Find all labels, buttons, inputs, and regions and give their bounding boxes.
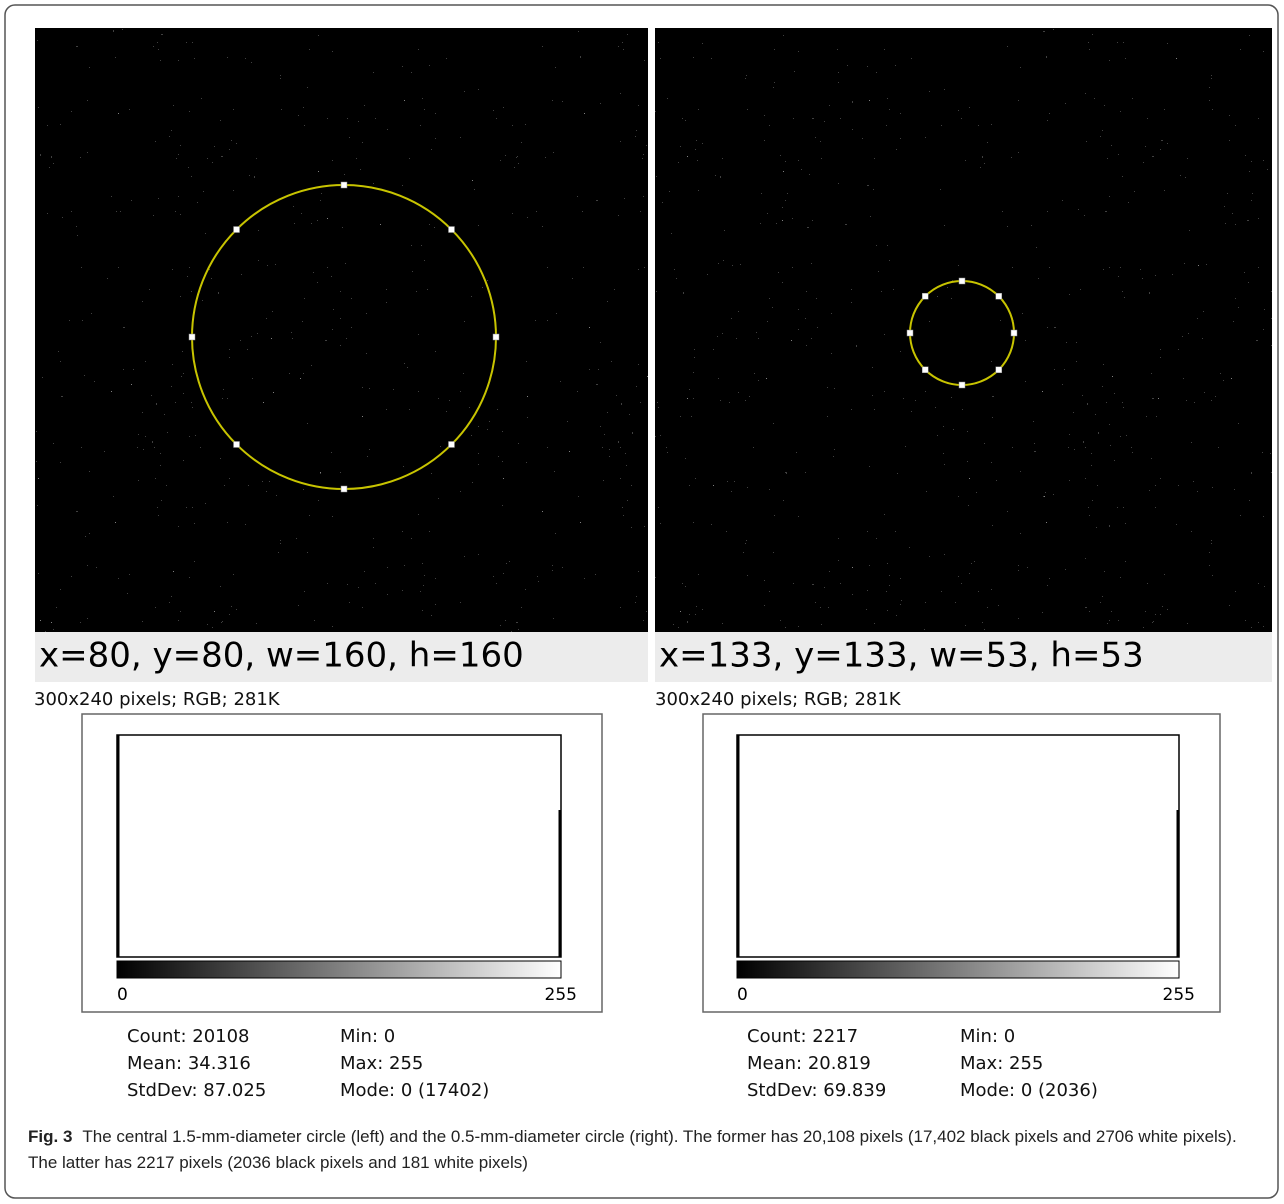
stat: StdDev: 69.839 [747, 1080, 886, 1101]
stat: StdDev: 87.025 [127, 1080, 266, 1101]
roi-handle [448, 441, 454, 447]
stat: Mode: 0 (2036) [960, 1080, 1098, 1101]
page: x=80, y=80, w=160, h=160 300x240 pixels; … [0, 0, 1284, 1204]
roi-handle [922, 367, 928, 373]
roi-handle [907, 330, 913, 336]
roi-handle [341, 182, 347, 188]
stat: Min: 0 [340, 1026, 395, 1047]
roi-handle [996, 293, 1002, 299]
roi-handle [959, 382, 965, 388]
roi-handle [448, 227, 454, 233]
axis-min: 0 [117, 985, 128, 1005]
histogram-plot [117, 735, 561, 957]
stat: Count: 2217 [747, 1026, 858, 1047]
stat: Max: 255 [340, 1053, 423, 1074]
stat: Mean: 34.316 [127, 1053, 251, 1074]
gradient-bar [117, 961, 561, 978]
roi-handle [189, 334, 195, 340]
histogram-plot [737, 735, 1179, 957]
gradient-bar [737, 961, 1179, 978]
image-info: 300x240 pixels; RGB; 281K [655, 689, 902, 710]
caption-label: Fig. 3 [28, 1127, 72, 1146]
roi-label: x=133, y=133, w=53, h=53 [659, 636, 1144, 676]
axis-max: 255 [545, 985, 577, 1005]
roi-handle [493, 334, 499, 340]
roi-handle [1011, 330, 1017, 336]
image-noise [35, 28, 648, 632]
roi-handle [234, 227, 240, 233]
roi-handle [996, 367, 1002, 373]
axis-min: 0 [737, 985, 748, 1005]
image-info: 300x240 pixels; RGB; 281K [34, 689, 281, 710]
roi-handle [922, 293, 928, 299]
figure: x=80, y=80, w=160, h=160 300x240 pixels; … [0, 0, 1284, 1204]
roi-handle [341, 486, 347, 492]
stat: Min: 0 [960, 1026, 1015, 1047]
roi-handle [959, 278, 965, 284]
roi-handle [234, 441, 240, 447]
stat: Count: 20108 [127, 1026, 250, 1047]
axis-max: 255 [1163, 985, 1195, 1005]
stat: Max: 255 [960, 1053, 1043, 1074]
caption-text: The central 1.5-mm-diameter circle (left… [28, 1127, 1237, 1172]
image-noise [655, 28, 1272, 632]
stat: Mean: 20.819 [747, 1053, 871, 1074]
stat: Mode: 0 (17402) [340, 1080, 489, 1101]
roi-label: x=80, y=80, w=160, h=160 [39, 636, 524, 676]
